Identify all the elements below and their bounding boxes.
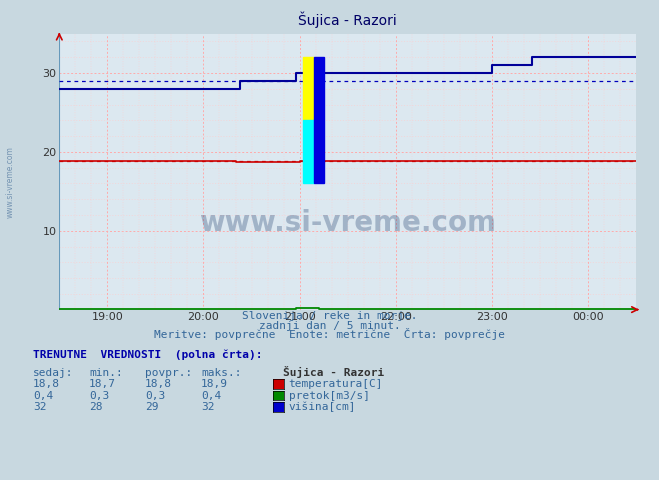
Text: Meritve: povprečne  Enote: metrične  Črta: povprečje: Meritve: povprečne Enote: metrične Črta:… xyxy=(154,328,505,340)
Text: 0,4: 0,4 xyxy=(33,391,53,401)
Text: 18,8: 18,8 xyxy=(33,379,60,389)
Text: 18,9: 18,9 xyxy=(201,379,228,389)
Text: 28: 28 xyxy=(89,402,102,412)
Text: min.:: min.: xyxy=(89,368,123,378)
Title: Šujica - Razori: Šujica - Razori xyxy=(299,12,397,28)
Bar xyxy=(314,57,324,183)
Text: temperatura[C]: temperatura[C] xyxy=(289,379,383,389)
Bar xyxy=(302,120,314,183)
Text: 18,8: 18,8 xyxy=(145,379,172,389)
Text: višina[cm]: višina[cm] xyxy=(289,402,356,412)
Text: TRENUTNE  VREDNOSTI  (polna črta):: TRENUTNE VREDNOSTI (polna črta): xyxy=(33,349,262,360)
Text: www.si-vreme.com: www.si-vreme.com xyxy=(199,209,496,237)
Text: 32: 32 xyxy=(201,402,214,412)
Text: www.si-vreme.com: www.si-vreme.com xyxy=(5,146,14,218)
Text: Slovenija / reke in morje.: Slovenija / reke in morje. xyxy=(242,311,417,321)
Text: povpr.:: povpr.: xyxy=(145,368,192,378)
Text: 29: 29 xyxy=(145,402,158,412)
Text: maks.:: maks.: xyxy=(201,368,241,378)
Text: zadnji dan / 5 minut.: zadnji dan / 5 minut. xyxy=(258,321,401,331)
Text: 0,3: 0,3 xyxy=(89,391,109,401)
Text: 18,7: 18,7 xyxy=(89,379,116,389)
Bar xyxy=(302,57,314,120)
Text: 32: 32 xyxy=(33,402,46,412)
Text: pretok[m3/s]: pretok[m3/s] xyxy=(289,391,370,401)
Text: Šujica - Razori: Šujica - Razori xyxy=(283,366,385,378)
Text: 0,3: 0,3 xyxy=(145,391,165,401)
Text: sedaj:: sedaj: xyxy=(33,368,73,378)
Text: 0,4: 0,4 xyxy=(201,391,221,401)
